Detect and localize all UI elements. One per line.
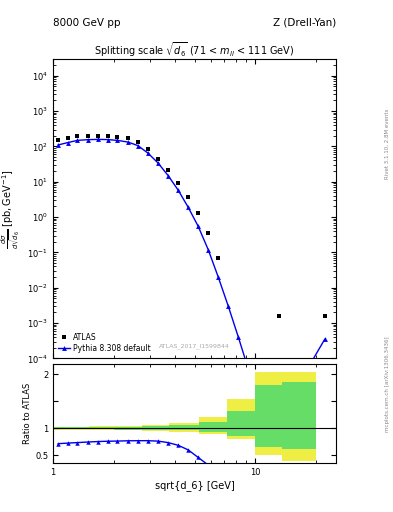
Pythia 8.308 default: [85, 137, 90, 143]
ATLAS: [65, 135, 70, 141]
Y-axis label: Ratio to ATLAS: Ratio to ATLAS: [23, 383, 32, 444]
ATLAS: [216, 255, 220, 261]
Pythia 8.308 default: [75, 137, 80, 143]
Text: mcplots.cern.ch [arXiv:1306.3436]: mcplots.cern.ch [arXiv:1306.3436]: [385, 336, 389, 432]
Pythia 8.308 default: [206, 247, 211, 253]
ATLAS: [135, 139, 140, 145]
Pythia 8.308 default: [95, 136, 100, 142]
ATLAS: [196, 210, 200, 216]
Pythia 8.308 default: [156, 160, 160, 166]
Pythia 8.308 default: [166, 173, 171, 179]
Pythia 8.308 default: [145, 150, 150, 156]
Pythia 8.308 default: [236, 334, 241, 340]
ATLAS: [156, 156, 160, 162]
ATLAS: [95, 133, 100, 139]
ATLAS: [75, 133, 80, 139]
Title: Splitting scale $\sqrt{d_6}$ (71 < $m_{ll}$ < 111 GeV): Splitting scale $\sqrt{d_6}$ (71 < $m_{l…: [94, 40, 295, 59]
Pythia 8.308 default: [105, 137, 110, 143]
Pythia 8.308 default: [266, 437, 271, 443]
Text: 8000 GeV pp: 8000 GeV pp: [53, 18, 121, 28]
Pythia 8.308 default: [115, 137, 120, 143]
Line: Pythia 8.308 default: Pythia 8.308 default: [56, 137, 327, 442]
ATLAS: [206, 230, 211, 236]
Pythia 8.308 default: [216, 274, 220, 280]
Pythia 8.308 default: [125, 139, 130, 145]
Pythia 8.308 default: [246, 366, 251, 372]
Pythia 8.308 default: [256, 401, 261, 408]
Line: ATLAS: ATLAS: [56, 133, 221, 260]
ATLAS: [166, 166, 171, 173]
ATLAS: [115, 134, 120, 140]
ATLAS: [56, 137, 61, 143]
ATLAS: [85, 133, 90, 139]
ATLAS: [125, 135, 130, 141]
Pythia 8.308 default: [135, 142, 140, 148]
Pythia 8.308 default: [226, 303, 231, 309]
ATLAS: [145, 146, 150, 153]
Pythia 8.308 default: [186, 204, 191, 210]
ATLAS: [186, 194, 191, 200]
Pythia 8.308 default: [196, 223, 200, 229]
Pythia 8.308 default: [56, 142, 61, 148]
Pythia 8.308 default: [276, 415, 281, 421]
Pythia 8.308 default: [322, 336, 327, 342]
ATLAS: [105, 133, 110, 139]
Y-axis label: $\frac{d\sigma}{d\sqrt{d_6}}\ [\mathrm{pb,GeV}^{-1}]$: $\frac{d\sigma}{d\sqrt{d_6}}\ [\mathrm{p…: [0, 169, 23, 248]
Text: ATLAS_2017_I1599844: ATLAS_2017_I1599844: [159, 344, 230, 349]
Text: Rivet 3.1.10, 2.8M events: Rivet 3.1.10, 2.8M events: [385, 108, 389, 179]
Pythia 8.308 default: [176, 187, 180, 193]
Text: Z (Drell-Yan): Z (Drell-Yan): [273, 18, 336, 28]
Pythia 8.308 default: [65, 140, 70, 146]
X-axis label: sqrt{d_6} [GeV]: sqrt{d_6} [GeV]: [155, 480, 234, 491]
Legend: ATLAS, Pythia 8.308 default: ATLAS, Pythia 8.308 default: [57, 331, 152, 355]
ATLAS: [176, 180, 180, 186]
